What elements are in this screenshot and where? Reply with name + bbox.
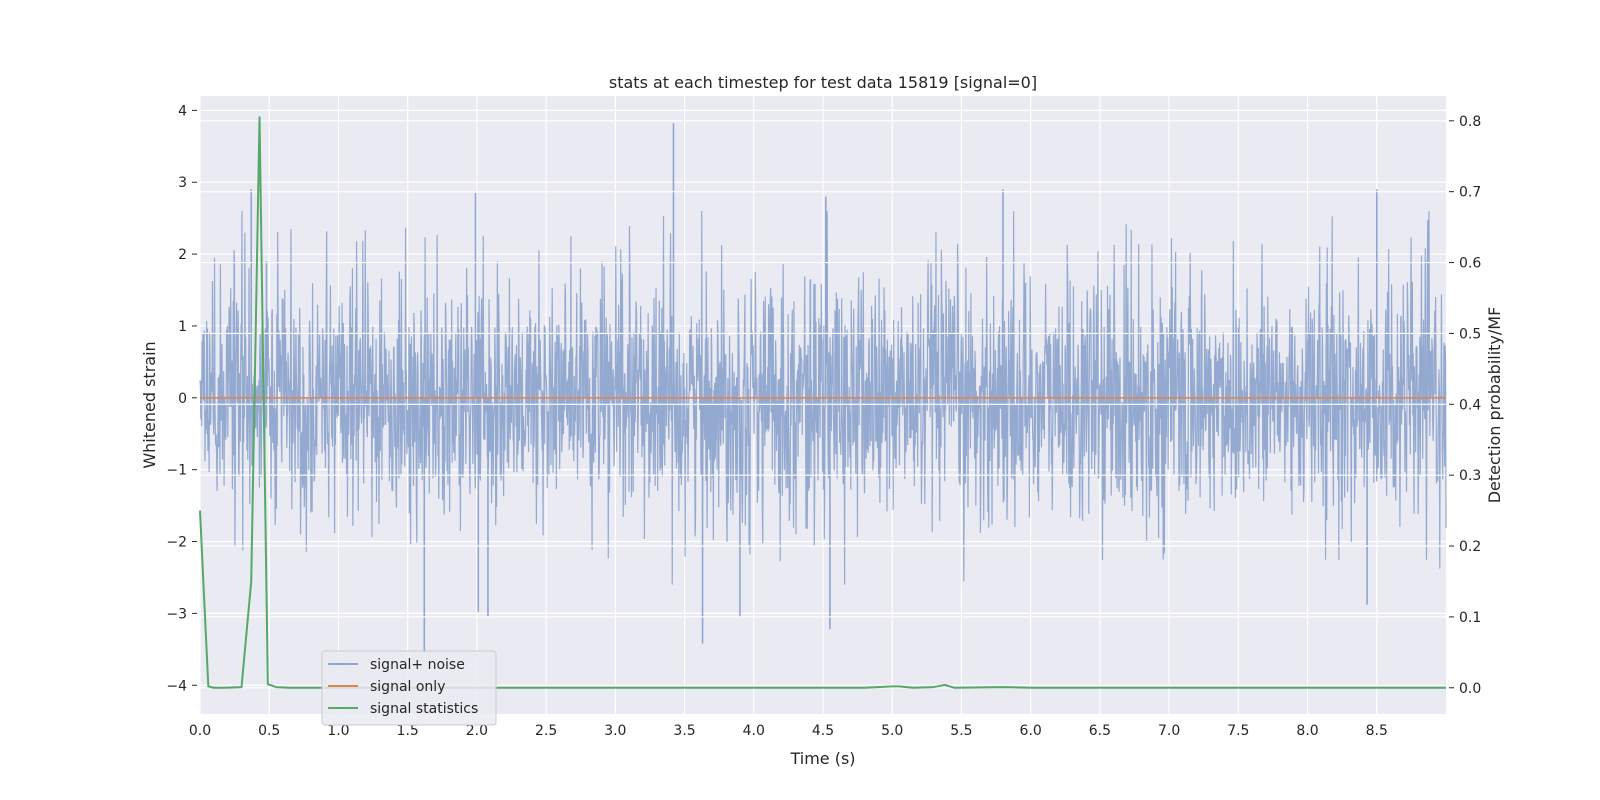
y2-tick-label: 0.4 — [1459, 397, 1481, 413]
x-tick-label: 3.0 — [604, 723, 626, 739]
y2-tick-label: 0.3 — [1459, 468, 1481, 484]
x-tick-label: 0.0 — [189, 723, 211, 739]
y2-tick-label: 0.5 — [1459, 326, 1481, 342]
y2-tick-label: 0.0 — [1459, 681, 1481, 697]
y2-tick-label: 0.7 — [1459, 185, 1481, 201]
y2-axis-label: Detection probability/MF — [1485, 307, 1504, 504]
x-tick-label: 8.0 — [1296, 723, 1318, 739]
x-tick-label: 6.5 — [1089, 723, 1111, 739]
signal-statistics-series — [199, 116, 1446, 689]
legend-label-signal-noise: signal+ noise — [370, 657, 465, 673]
chart-title: stats at each timestep for test data 158… — [609, 73, 1037, 92]
y2-gridlines — [200, 120, 1446, 689]
x-ticks: 0.0 0.5 1.0 1.5 2.0 2.5 3.0 3.5 4.0 4.5 5.0 5.5 6.0 6… — [189, 723, 1388, 739]
legend-label-signal-statistics: signal statistics — [370, 701, 478, 717]
x-tick-label: 4.5 — [812, 723, 834, 739]
signal-statistics-line — [199, 116, 1446, 689]
x-tick-label: 0.5 — [258, 723, 280, 739]
y-tick-label: 2 — [178, 247, 187, 263]
x-tick-label: 4.0 — [743, 723, 765, 739]
y-tick-label: 1 — [178, 319, 187, 335]
signal-noise-line — [199, 210, 1447, 585]
y-tick-label: −4 — [166, 678, 187, 694]
y-ticks: 4 3 2 1 0 −1 −2 −3 −4 — [166, 103, 197, 694]
x-tick-label: 5.5 — [950, 723, 972, 739]
y-tick-label: −2 — [166, 535, 187, 551]
x-tick-label: 7.5 — [1227, 723, 1249, 739]
x-tick-label: 3.5 — [673, 723, 695, 739]
x-tick-label: 8.5 — [1366, 723, 1388, 739]
y2-tick-label: 0.1 — [1459, 610, 1481, 626]
y-tick-label: 0 — [178, 391, 187, 407]
signal-noise-series — [199, 123, 1447, 653]
y2-tick-label: 0.6 — [1459, 256, 1481, 272]
y-tick-label: −3 — [166, 606, 187, 622]
y-axis-label: Whitened strain — [140, 341, 159, 468]
y2-tick-label: 0.8 — [1459, 114, 1481, 130]
x-tick-label: 2.0 — [466, 723, 488, 739]
x-axis-label: Time (s) — [789, 749, 855, 768]
x-tick-label: 1.5 — [397, 723, 419, 739]
y-tick-label: −1 — [166, 463, 187, 479]
legend-label-signal-only: signal only — [370, 679, 445, 695]
y-tick-label: 3 — [178, 175, 187, 191]
y-tick-label: 4 — [178, 103, 187, 119]
y2-tick-label: 0.2 — [1459, 539, 1481, 555]
y2-ticks: 0.8 0.7 0.6 0.5 0.4 0.3 0.2 0.1 0.0 — [1449, 114, 1481, 697]
x-tick-label: 7.0 — [1158, 723, 1180, 739]
legend-box — [321, 650, 497, 726]
legend: signal+ noise signal only signal statist… — [321, 650, 497, 726]
x-tick-label: 6.0 — [1020, 723, 1042, 739]
x-tick-label: 5.0 — [881, 723, 903, 739]
x-tick-label: 2.5 — [535, 723, 557, 739]
x-tick-label: 1.0 — [327, 723, 349, 739]
